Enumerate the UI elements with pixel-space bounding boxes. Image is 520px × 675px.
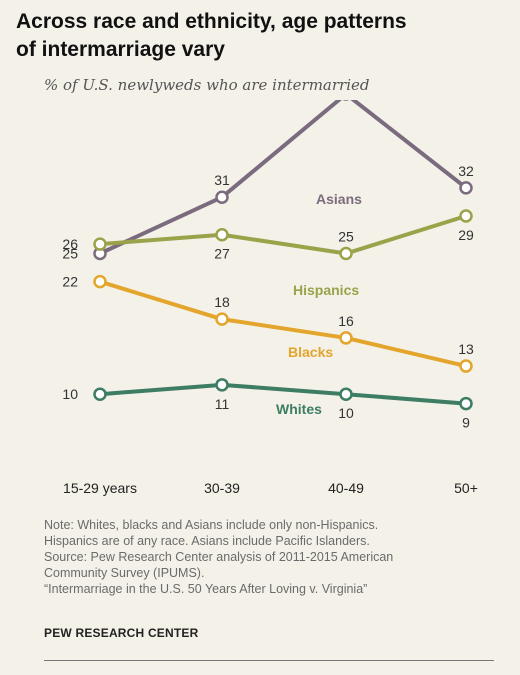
data-label-whites-3: 9 (462, 415, 470, 431)
data-label-hispanics-0: 26 (62, 236, 78, 252)
data-label-blacks-1: 18 (214, 294, 230, 310)
data-label-blacks-3: 13 (458, 341, 474, 357)
data-label-asians-1: 31 (214, 172, 230, 188)
series-line-asians (98, 100, 468, 256)
data-point-hispanics-1 (215, 227, 229, 242)
source-organization: PEW RESEARCH CENTER (44, 626, 199, 640)
series-line-hispanics (98, 213, 468, 256)
series-label-whites: Whites (276, 401, 322, 417)
note-line-2: Hispanics are of any race. Asians includ… (44, 534, 370, 548)
data-label-whites-2: 10 (338, 405, 354, 421)
series-label-blacks: Blacks (288, 344, 333, 360)
chart-title-line-1: Across race and ethnicity, age patterns (16, 10, 407, 33)
data-point-whites-0 (93, 387, 107, 401)
chart-subtitle: % of U.S. newlyweds who are intermarried (44, 76, 370, 94)
data-label-whites-0: 10 (62, 386, 78, 402)
data-point-blacks-3 (459, 359, 473, 373)
line-chart: 25314232Asians26272529Hispanics22181613B… (62, 100, 478, 496)
chart-notes: Note: Whites, blacks and Asians include … (44, 517, 504, 597)
x-tick-label-3: 50+ (454, 480, 478, 496)
x-tick-label-0: 15-29 years (63, 480, 137, 496)
series-label-hispanics: Hispanics (293, 282, 359, 298)
data-point-whites-2 (339, 387, 353, 401)
data-label-asians-3: 32 (458, 163, 474, 179)
chart-title: Across race and ethnicity, age patterns … (16, 8, 506, 64)
x-tick-label-1: 30-39 (204, 480, 240, 496)
data-point-asians-1 (215, 190, 229, 204)
data-label-blacks-2: 16 (338, 313, 354, 329)
data-label-hispanics-1: 27 (214, 246, 230, 262)
series-label-asians: Asians (316, 191, 362, 207)
data-point-asians-3 (459, 181, 473, 195)
data-label-whites-1: 11 (215, 396, 230, 412)
data-point-blacks-0 (93, 274, 107, 289)
bottom-divider (44, 660, 494, 661)
data-point-hispanics-2 (339, 246, 353, 261)
series-line-blacks (98, 279, 468, 369)
note-line-4: Community Survey (IPUMS). (44, 566, 205, 580)
data-point-whites-3 (459, 396, 473, 411)
data-point-hispanics-0 (93, 237, 107, 251)
data-point-whites-1 (215, 378, 229, 392)
note-line-1: Note: Whites, blacks and Asians include … (44, 518, 379, 532)
note-line-5: “Intermarriage in the U.S. 50 Years Afte… (44, 582, 368, 596)
data-label-hispanics-2: 25 (338, 229, 354, 245)
series-line-whites (98, 382, 468, 406)
data-label-asians-0: 25 (62, 246, 78, 262)
data-label-hispanics-3: 29 (458, 227, 474, 243)
chart-title-line-2: of intermarriage vary (16, 38, 225, 61)
note-line-3: Source: Pew Research Center analysis of … (44, 550, 394, 564)
data-point-blacks-2 (339, 331, 353, 345)
data-label-blacks-0: 22 (62, 274, 78, 290)
data-point-blacks-1 (215, 312, 229, 326)
x-tick-label-2: 40-49 (328, 480, 364, 496)
data-point-hispanics-3 (459, 209, 473, 223)
